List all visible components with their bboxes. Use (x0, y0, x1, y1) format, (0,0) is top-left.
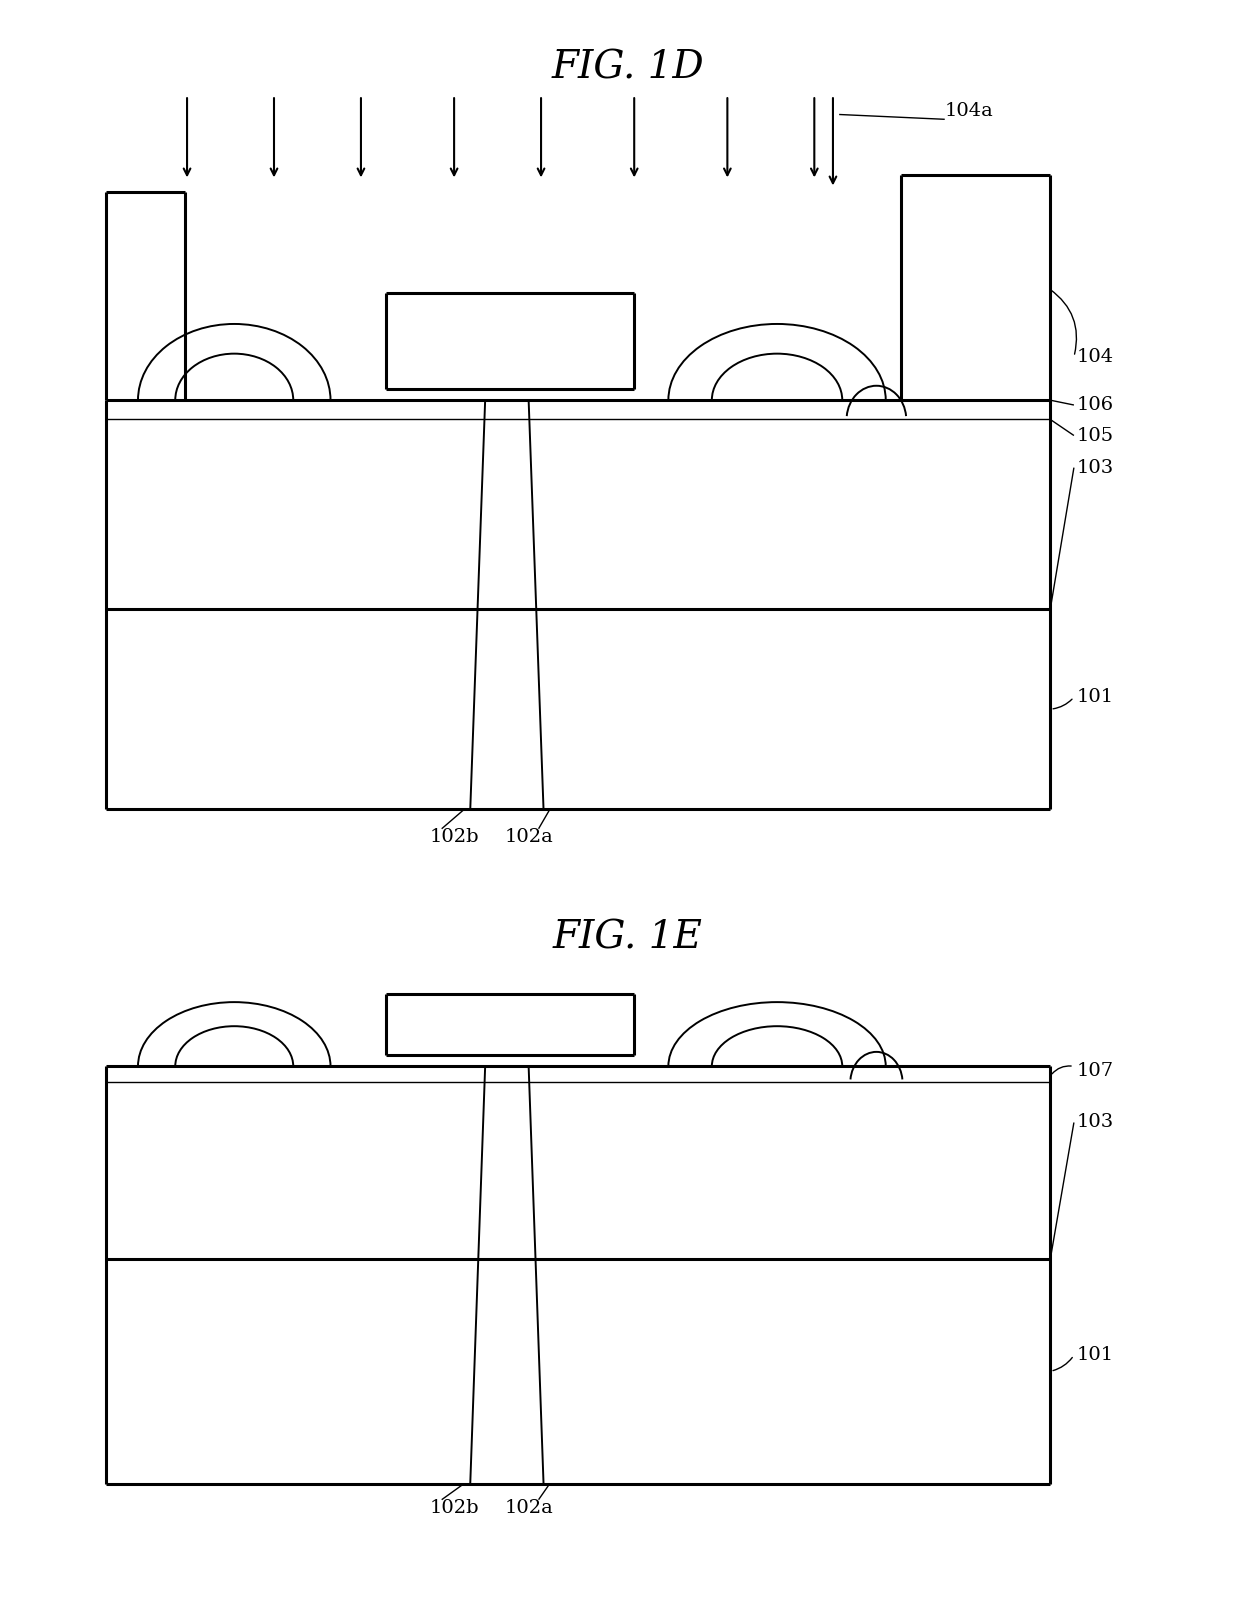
Text: 102b: 102b (430, 1499, 479, 1517)
Text: 103: 103 (1076, 1114, 1114, 1132)
Text: 106: 106 (1076, 397, 1114, 414)
Text: 102a: 102a (504, 827, 553, 845)
Text: 107: 107 (1076, 1062, 1114, 1080)
Text: 102b: 102b (430, 827, 479, 845)
Text: 102a: 102a (504, 1499, 553, 1517)
Text: 105: 105 (1076, 426, 1114, 445)
Text: FIG. 1D: FIG. 1D (551, 50, 705, 86)
Text: 104a: 104a (945, 102, 993, 120)
Text: 101: 101 (1076, 688, 1114, 706)
Text: FIG. 1E: FIG. 1E (553, 920, 703, 957)
Text: 104: 104 (1076, 348, 1114, 366)
Text: 103: 103 (1076, 458, 1114, 476)
Text: 101: 101 (1076, 1347, 1114, 1365)
